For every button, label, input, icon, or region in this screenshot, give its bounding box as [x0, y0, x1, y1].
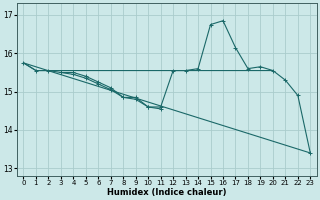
X-axis label: Humidex (Indice chaleur): Humidex (Indice chaleur) [107, 188, 227, 197]
